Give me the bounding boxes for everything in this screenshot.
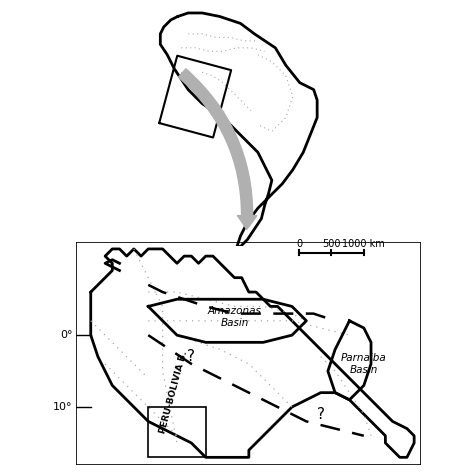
Text: PERU-BOLIVIA B.: PERU-BOLIVIA B. xyxy=(158,350,189,435)
FancyArrowPatch shape xyxy=(179,69,257,229)
Text: 500: 500 xyxy=(322,239,341,249)
Text: Amazonas
Basin: Amazonas Basin xyxy=(208,306,262,328)
Text: 0: 0 xyxy=(296,239,302,249)
Text: 1000 km: 1000 km xyxy=(342,239,385,249)
Text: ?: ? xyxy=(187,349,195,364)
Text: 0°: 0° xyxy=(60,330,73,340)
Text: 10°: 10° xyxy=(53,402,73,412)
Text: Parnaiba
Basin: Parnaiba Basin xyxy=(341,353,387,375)
Bar xyxy=(148,407,206,457)
Text: ?: ? xyxy=(317,407,325,422)
